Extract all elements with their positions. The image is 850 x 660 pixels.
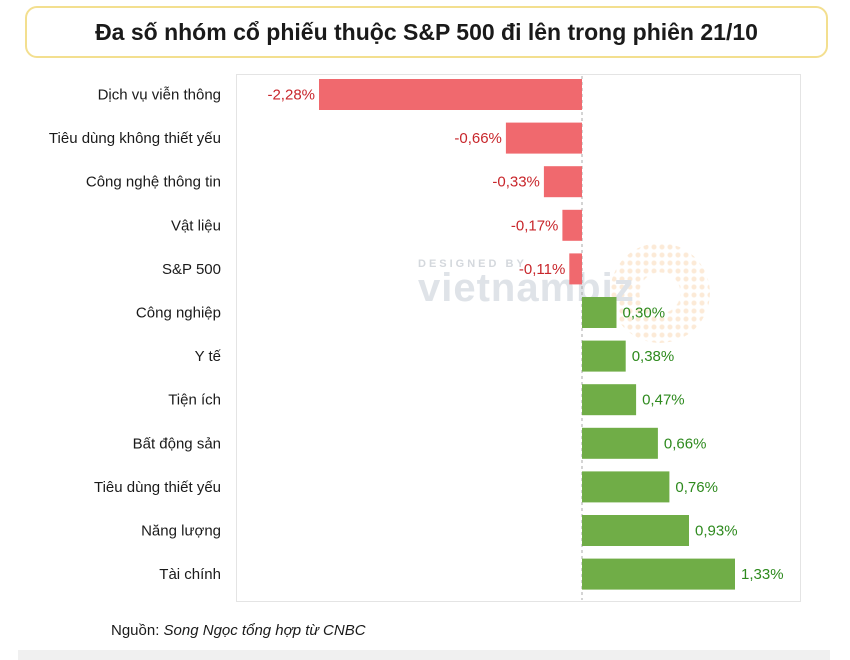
value-label-row-10: 0,76% (675, 479, 718, 496)
bottom-band (18, 650, 830, 660)
category-label-row-1: Dịch vụ viễn thông (98, 87, 221, 104)
value-label-row-8: 0,47% (642, 392, 685, 409)
value-label-row-3: -0,33% (492, 174, 540, 191)
bar-row-10 (582, 471, 670, 503)
source-prefix: Nguồn: (111, 622, 160, 639)
category-label-row-12: Tài chính (159, 566, 221, 583)
bar-row-5 (569, 253, 582, 285)
category-label-row-6: Công nghiệp (136, 305, 221, 322)
bar-row-3 (543, 166, 582, 198)
value-label-row-9: 0,66% (664, 435, 707, 452)
category-label-row-8: Tiện ích (168, 392, 221, 409)
category-label-row-2: Tiêu dùng không thiết yếu (49, 130, 221, 147)
bar-row-11 (582, 515, 689, 546)
category-label-row-11: Năng lượng (141, 523, 221, 540)
bar-row-1 (319, 79, 582, 110)
source-text: Song Ngọc tổng hợp từ CNBC (163, 622, 366, 639)
bar-row-12 (582, 558, 735, 590)
category-label-row-5: S&P 500 (162, 261, 221, 278)
bar-row-7 (582, 340, 626, 372)
category-label-row-7: Y tế (195, 348, 222, 365)
chart-title-box: Đa số nhóm cổ phiếu thuộc S&P 500 đi lên… (25, 6, 828, 58)
source-note: Nguồn: Song Ngọc tổng hợp từ CNBC (111, 622, 366, 639)
category-label-row-3: Công nghệ thông tin (86, 174, 221, 191)
value-label-row-1: -2,28% (267, 87, 315, 104)
chart-title: Đa số nhóm cổ phiếu thuộc S&P 500 đi lên… (95, 18, 758, 45)
value-label-row-2: -0,66% (454, 130, 502, 147)
bar-row-9 (582, 427, 658, 459)
category-label-row-9: Bất động sản (133, 435, 221, 452)
bar-row-6 (582, 297, 617, 328)
value-label-row-4: -0,17% (511, 217, 559, 234)
bar-row-8 (582, 384, 637, 416)
plot-area-frame (236, 74, 801, 602)
value-label-row-12: 1,33% (741, 566, 784, 583)
category-label-row-4: Vật liệu (171, 217, 221, 234)
category-label-row-10: Tiêu dùng thiết yếu (94, 479, 221, 496)
bar-row-4 (562, 209, 582, 241)
value-label-row-5: -0,11% (519, 261, 565, 278)
bar-row-2 (505, 122, 582, 154)
value-label-row-11: 0,93% (695, 523, 738, 540)
value-label-row-7: 0,38% (632, 348, 675, 365)
value-label-row-6: 0,30% (623, 305, 666, 322)
